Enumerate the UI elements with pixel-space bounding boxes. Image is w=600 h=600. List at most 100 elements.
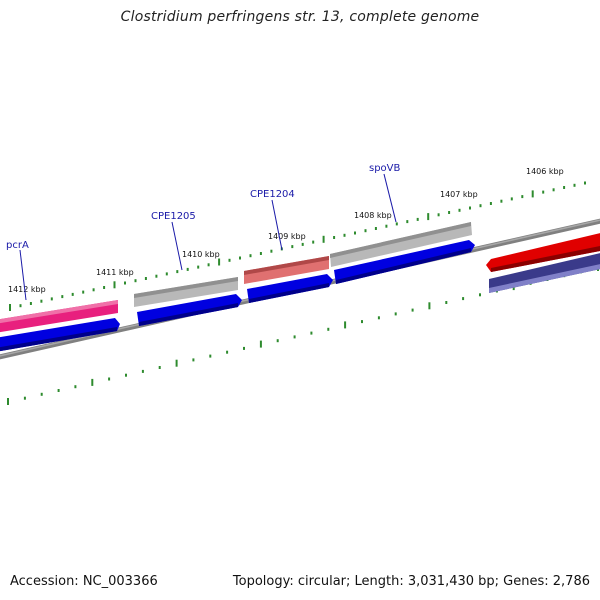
upper-tick (9, 304, 11, 311)
gene-label-cpe1204[interactable]: CPE1204 (250, 189, 295, 200)
upper-tick (312, 240, 315, 244)
upper-tick (259, 252, 262, 255)
upper-tick (61, 295, 64, 299)
upper-tick (103, 286, 106, 289)
upper-tick (197, 265, 200, 269)
lower-tick (327, 327, 330, 331)
upper-tick (343, 233, 346, 237)
genome-summary-text: Topology: circular; Length: 3,031,430 bp… (232, 574, 590, 589)
feature-cpe1205-grey-shade (134, 277, 238, 298)
lower-tick (462, 297, 465, 301)
lower-tick (226, 350, 229, 354)
upper-tick (270, 249, 273, 253)
lower-tick (23, 396, 26, 400)
cds-cpe1204-shade (249, 283, 329, 303)
kbp-label: 1406 kbp (526, 167, 564, 176)
upper-tick (249, 254, 252, 258)
gene-label-spovb[interactable]: spoVB (369, 163, 401, 174)
upper-tick (144, 277, 147, 280)
leader-cpe1205 (171, 221, 183, 271)
lower-tick (108, 377, 111, 381)
upper-tick (395, 222, 398, 226)
upper-tick (552, 188, 555, 192)
upper-tick (40, 299, 43, 303)
lower-tick (394, 312, 397, 316)
upper-tick (113, 281, 116, 289)
upper-tick (563, 186, 566, 189)
gene-label-pcra[interactable]: pcrA (6, 240, 29, 251)
cds-red-reverse[interactable] (486, 232, 600, 272)
lower-tick (445, 301, 448, 304)
kbp-label: 1408 kbp (354, 211, 392, 220)
map-title: Clostridium perfringens str. 13, complet… (120, 9, 480, 25)
lower-tick (479, 293, 481, 297)
upper-tick (71, 292, 74, 296)
kbp-label: 1411 kbp (96, 268, 134, 277)
kbp-label: 1412 kbp (8, 285, 46, 294)
upper-tick (573, 183, 576, 187)
upper-tick (364, 229, 367, 233)
kbp-label: 1407 kbp (440, 190, 478, 199)
feature-spovb-grey-shade (330, 222, 471, 258)
kbp-label: 1409 kbp (268, 232, 306, 241)
upper-tick (134, 279, 137, 283)
upper-tick (124, 281, 126, 285)
lower-tick (175, 359, 178, 367)
upper-tick (479, 204, 482, 208)
upper-tick (19, 304, 22, 308)
upper-tick (301, 242, 304, 246)
upper-tick (385, 224, 388, 228)
upper-tick (155, 274, 158, 278)
lower-tick (377, 316, 380, 320)
upper-tick (374, 227, 377, 230)
upper-tick (239, 256, 241, 260)
leader-spovb (383, 173, 397, 223)
upper-tick (322, 235, 325, 243)
cds-navy-shade (489, 264, 600, 293)
upper-tick (584, 181, 586, 185)
upper-tick (521, 195, 524, 199)
cds-spovb-shade (336, 248, 471, 284)
lower-tick (158, 366, 161, 369)
upper-tick (510, 197, 513, 201)
lower-tick (91, 378, 94, 386)
lower-tick (411, 308, 414, 312)
upper-tick (448, 211, 451, 214)
lower-tick (141, 369, 144, 373)
upper-tick (416, 217, 419, 221)
leader-pcra (19, 249, 27, 301)
leader-cpe1204 (271, 199, 283, 251)
lower-tick (209, 354, 212, 358)
cds-red-reverse-shade (491, 246, 600, 272)
lower-tick (40, 392, 43, 396)
upper-tick (228, 258, 231, 262)
gene-label-leaders (19, 173, 397, 301)
upper-tick (186, 267, 189, 271)
upper-tick (82, 290, 85, 294)
upper-tick (291, 245, 294, 249)
upper-tick (427, 213, 430, 221)
upper-tick (176, 270, 179, 274)
upper-tick (489, 202, 492, 205)
upper-tick (500, 199, 503, 203)
upper-tick (542, 190, 545, 194)
upper-tick (406, 220, 409, 224)
lower-tick (7, 398, 9, 405)
kbp-labels: 1412 kbp 1411 kbp 1410 kbp 1409 kbp 1408 kbp… (8, 167, 564, 294)
upper-tick (92, 288, 95, 292)
lower-tick (428, 302, 431, 310)
gene-label-cpe1205[interactable]: CPE1205 (151, 211, 196, 222)
cds-cpe1205-shade (139, 303, 238, 326)
upper-tick (354, 231, 356, 235)
lower-tick (259, 340, 262, 348)
upper-tick (333, 236, 336, 239)
upper-tick (50, 297, 53, 301)
lower-tick (344, 321, 347, 329)
cds-pcra-shade (0, 327, 117, 352)
kbp-label: 1410 kbp (182, 250, 220, 259)
lower-tick (243, 346, 245, 350)
upper-tick (437, 213, 440, 217)
upper-tick (531, 190, 534, 198)
feature-pcra-forward-shade (0, 300, 118, 324)
